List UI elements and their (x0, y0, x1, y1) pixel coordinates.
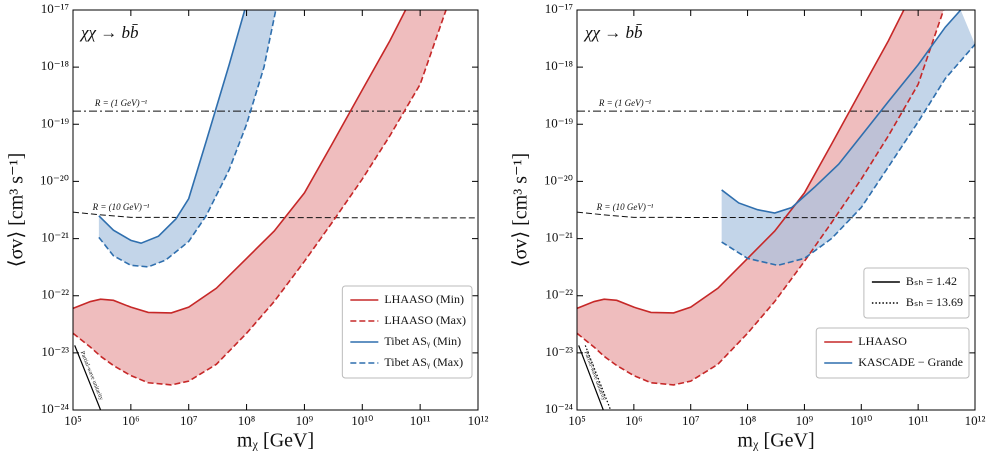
unitarity-label: Partial-wave unitarity (583, 350, 607, 401)
legend-label: Tibet ASᵧ (Max) (384, 355, 463, 369)
y-tick-label: 10⁻¹⁸ (41, 58, 70, 73)
legend-box (863, 267, 970, 319)
x-tick-label: 10⁶ (625, 413, 643, 428)
reference-line (73, 211, 478, 219)
legend-label: Bₛₕ = 1.42 (906, 274, 957, 288)
x-tick-label: 10⁸ (238, 413, 256, 428)
x-tick-label: 10¹⁰ (850, 413, 872, 428)
axes-frame (576, 9, 976, 411)
annotation: χχ → bb̄ (79, 23, 139, 42)
y-tick-label: 10⁻¹⁸ (545, 58, 574, 73)
x-tick-label: 10⁷ (682, 413, 700, 428)
reference-label: R = (10 GeV)⁻¹ (596, 202, 654, 212)
reference-label: R = (10 GeV)⁻¹ (92, 202, 150, 212)
band (98, 10, 276, 267)
x-tick-label: 10¹¹ (908, 413, 929, 428)
legend-label: Tibet ASᵧ (Min) (384, 334, 461, 348)
x-tick-label: 10⁵ (568, 413, 586, 428)
x-tick-label: 10⁹ (296, 413, 314, 428)
series-line (73, 10, 447, 386)
reference-label: R = (1 GeV)⁻¹ (94, 98, 148, 108)
x-tick-label: 10⁹ (796, 413, 814, 428)
unitarity-line (584, 345, 612, 410)
legend-label: LHAASO (Max) (384, 313, 466, 327)
y-tick-label: 10⁻²⁴ (41, 401, 70, 416)
y-tick-label: 10⁻¹⁹ (545, 115, 574, 130)
y-tick-label: 10⁻²² (545, 287, 573, 302)
series-line (721, 43, 975, 267)
y-tick-label: 10⁻²⁴ (545, 401, 574, 416)
series-line (577, 10, 945, 386)
x-tick-label: 10¹⁰ (351, 413, 373, 428)
reference-label: R = (1 GeV)⁻¹ (598, 98, 652, 108)
series-line (577, 10, 905, 314)
plot-area (73, 10, 478, 410)
legend-label: LHAASO (858, 334, 907, 348)
legend-label: KASCADE − Grande (858, 355, 963, 369)
annotation: χχ → bb̄ (583, 23, 643, 42)
y-tick-label: 10⁻²¹ (545, 230, 573, 245)
x-tick-label: 10⁶ (122, 413, 140, 428)
legend-label: LHAASO (Min) (384, 292, 464, 306)
series-line (73, 10, 407, 314)
y-tick-label: 10⁻¹⁹ (41, 115, 70, 130)
band (577, 10, 944, 385)
reference-line (577, 211, 975, 219)
legend: Bₛₕ = 1.42 Bₛₕ = 13.69 (863, 267, 970, 319)
band (73, 10, 447, 385)
y-tick-label: 10⁻²¹ (41, 230, 69, 245)
unitarity-label: Partial-wave unitarity (79, 351, 104, 402)
y-tick-label: 10⁻²³ (41, 344, 69, 359)
axes-frame (72, 9, 479, 411)
legend: LHAASO KASCADE − Grande (815, 327, 970, 379)
legend-box (341, 285, 473, 379)
y-axis-label: ⟨σv⟩ [cm³ s⁻¹] (6, 153, 28, 267)
x-tick-label: 10¹² (468, 413, 489, 428)
x-tick-label: 10¹² (965, 413, 986, 428)
legend-box (815, 327, 970, 379)
y-tick-label: 10⁻²⁰ (544, 172, 573, 187)
y-tick-label: 10⁻¹⁷ (41, 1, 69, 16)
y-tick-label: 10⁻¹⁷ (545, 1, 573, 16)
unitarity-line (74, 345, 102, 410)
series-line (721, 10, 962, 214)
y-tick-label: 10⁻²⁰ (40, 172, 69, 187)
x-tick-label: 10⁵ (64, 413, 82, 428)
x-tick-label: 10¹¹ (410, 413, 431, 428)
plot-area (577, 10, 975, 410)
x-axis-label: mᵪ [GeV] (237, 430, 314, 452)
legend: LHAASO (Min) LHAASO (Max) Tibet ASᵧ (Min) T… (341, 285, 473, 379)
unitarity-line (578, 345, 604, 410)
legend-label: Bₛₕ = 13.69 (906, 295, 963, 309)
y-tick-label: 10⁻²² (41, 287, 69, 302)
y-tick-label: 10⁻²³ (545, 344, 573, 359)
x-axis-label: mᵪ [GeV] (737, 430, 814, 452)
series-line (98, 10, 246, 245)
y-axis-label: ⟨σv⟩ [cm³ s⁻¹] (510, 153, 532, 267)
series-line (98, 10, 277, 268)
x-tick-label: 10⁸ (739, 413, 757, 428)
x-tick-label: 10⁷ (180, 413, 198, 428)
